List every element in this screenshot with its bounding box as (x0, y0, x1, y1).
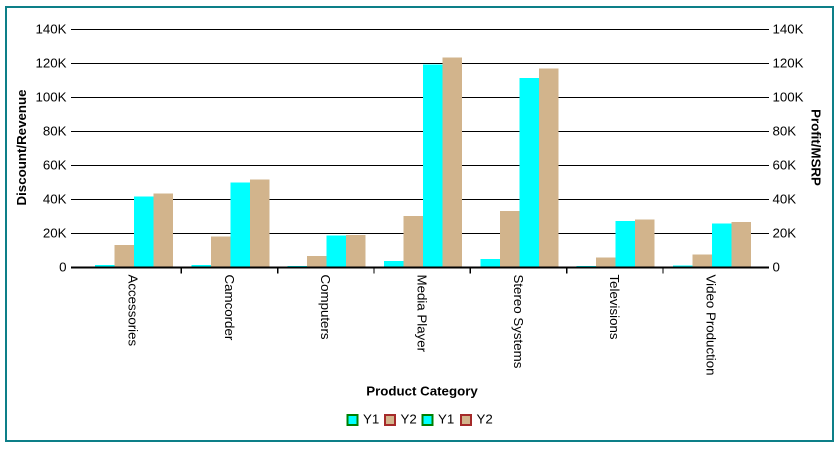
svg-text:60K: 60K (43, 158, 67, 173)
svg-text:0: 0 (773, 260, 780, 275)
svg-text:Camcorder: Camcorder (222, 275, 237, 341)
svg-text:140K: 140K (35, 22, 66, 37)
svg-text:Televisions: Televisions (607, 275, 622, 340)
svg-text:80K: 80K (43, 124, 67, 139)
svg-text:Stereo Systems: Stereo Systems (511, 275, 526, 369)
svg-text:Y2: Y2 (401, 412, 417, 427)
svg-text:Product Category: Product Category (366, 383, 478, 398)
svg-text:60K: 60K (773, 158, 797, 173)
svg-text:0: 0 (59, 260, 66, 275)
svg-text:Video Production: Video Production (704, 275, 719, 376)
svg-text:40K: 40K (43, 192, 67, 207)
svg-text:20K: 20K (43, 226, 67, 241)
svg-text:Profit/MSRP: Profit/MSRP (809, 109, 824, 186)
svg-text:Y1: Y1 (438, 412, 454, 427)
svg-text:140K: 140K (773, 22, 804, 37)
svg-text:80K: 80K (773, 124, 797, 139)
svg-text:Discount/Revenue: Discount/Revenue (14, 89, 29, 205)
svg-text:Computers: Computers (318, 275, 333, 340)
svg-text:Y1: Y1 (363, 412, 379, 427)
svg-text:Accessories: Accessories (125, 275, 140, 347)
svg-text:20K: 20K (773, 226, 797, 241)
svg-text:Media Player: Media Player (414, 275, 429, 353)
svg-text:40K: 40K (773, 192, 797, 207)
svg-text:Y2: Y2 (477, 412, 493, 427)
svg-text:100K: 100K (773, 90, 804, 105)
svg-text:120K: 120K (773, 56, 804, 71)
svg-text:120K: 120K (35, 56, 66, 71)
svg-text:100K: 100K (35, 90, 66, 105)
